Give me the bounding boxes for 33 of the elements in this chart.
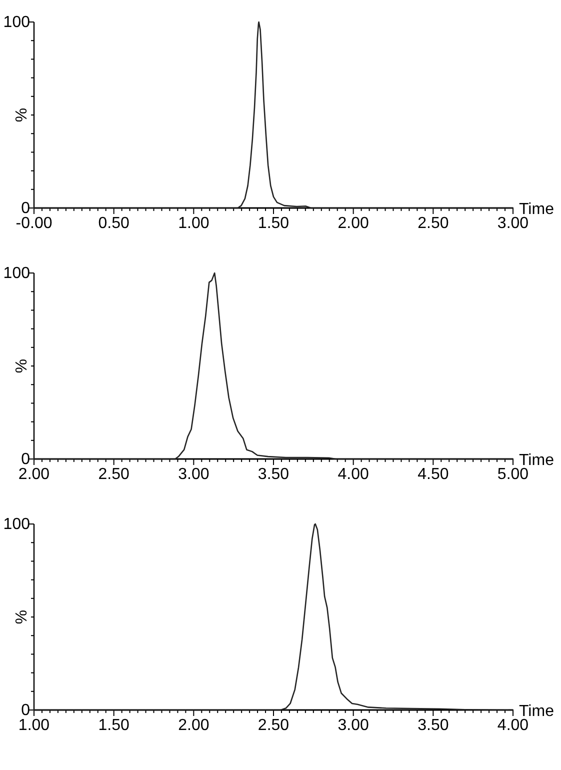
x-tick-label: 2.00 — [178, 717, 210, 734]
x-tick-label: 4.00 — [338, 466, 370, 483]
x-tick-label: 5.00 — [497, 466, 529, 483]
x-tick-label: 4.00 — [497, 717, 529, 734]
x-tick-label: 3.00 — [178, 466, 210, 483]
x-tick-label: 2.50 — [258, 717, 290, 734]
y-tick-label: 100 — [3, 265, 30, 282]
x-tick-label: 1.00 — [18, 717, 50, 734]
x-tick-label: 1.50 — [258, 215, 290, 232]
x-tick-label: -0.00 — [16, 215, 52, 232]
x-tick-label: 2.50 — [98, 466, 130, 483]
x-axis-title: Time — [519, 703, 554, 720]
y-axis-title: % — [14, 610, 31, 624]
x-tick-label: 2.00 — [338, 215, 370, 232]
x-tick-label: 1.00 — [178, 215, 210, 232]
y-tick-label: 100 — [3, 14, 30, 31]
y-axis-title: % — [14, 108, 31, 122]
x-tick-label: 2.00 — [18, 466, 50, 483]
x-tick-label: 4.50 — [418, 466, 449, 483]
x-axis-title: Time — [519, 452, 554, 469]
x-axis-title: Time — [519, 201, 554, 218]
x-tick-label: 3.50 — [418, 717, 449, 734]
x-tick-label: 0.50 — [98, 215, 130, 232]
x-tick-label: 3.50 — [258, 466, 290, 483]
y-tick-label: 0 — [21, 200, 30, 217]
x-tick-label: 1.50 — [98, 717, 130, 734]
x-tick-label: 3.00 — [497, 215, 529, 232]
y-tick-label: 0 — [21, 702, 30, 719]
x-tick-label: 2.50 — [418, 215, 449, 232]
x-tick-label: 3.00 — [338, 717, 370, 734]
y-tick-label: 100 — [3, 516, 30, 533]
y-axis-title: % — [14, 358, 31, 374]
y-tick-label: 0 — [21, 451, 30, 468]
